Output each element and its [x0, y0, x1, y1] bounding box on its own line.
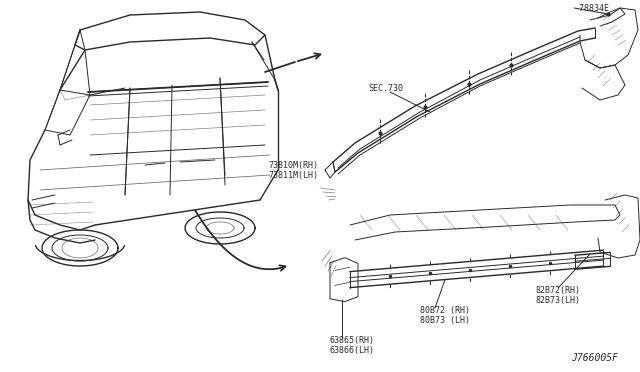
Text: 82B72(RH): 82B72(RH) [535, 285, 580, 295]
Text: -78834E: -78834E [575, 3, 610, 13]
Text: 80B73 (LH): 80B73 (LH) [420, 315, 470, 324]
Text: 63866(LH): 63866(LH) [330, 346, 375, 355]
Text: 80B72 (RH): 80B72 (RH) [420, 305, 470, 314]
Text: J766005F: J766005F [571, 353, 618, 363]
Text: 73810M(RH): 73810M(RH) [268, 160, 318, 170]
Text: SEC.730: SEC.730 [368, 83, 403, 93]
Text: 73811M(LH): 73811M(LH) [268, 170, 318, 180]
Text: 63865(RH): 63865(RH) [330, 336, 375, 344]
Text: 82B73(LH): 82B73(LH) [535, 295, 580, 305]
